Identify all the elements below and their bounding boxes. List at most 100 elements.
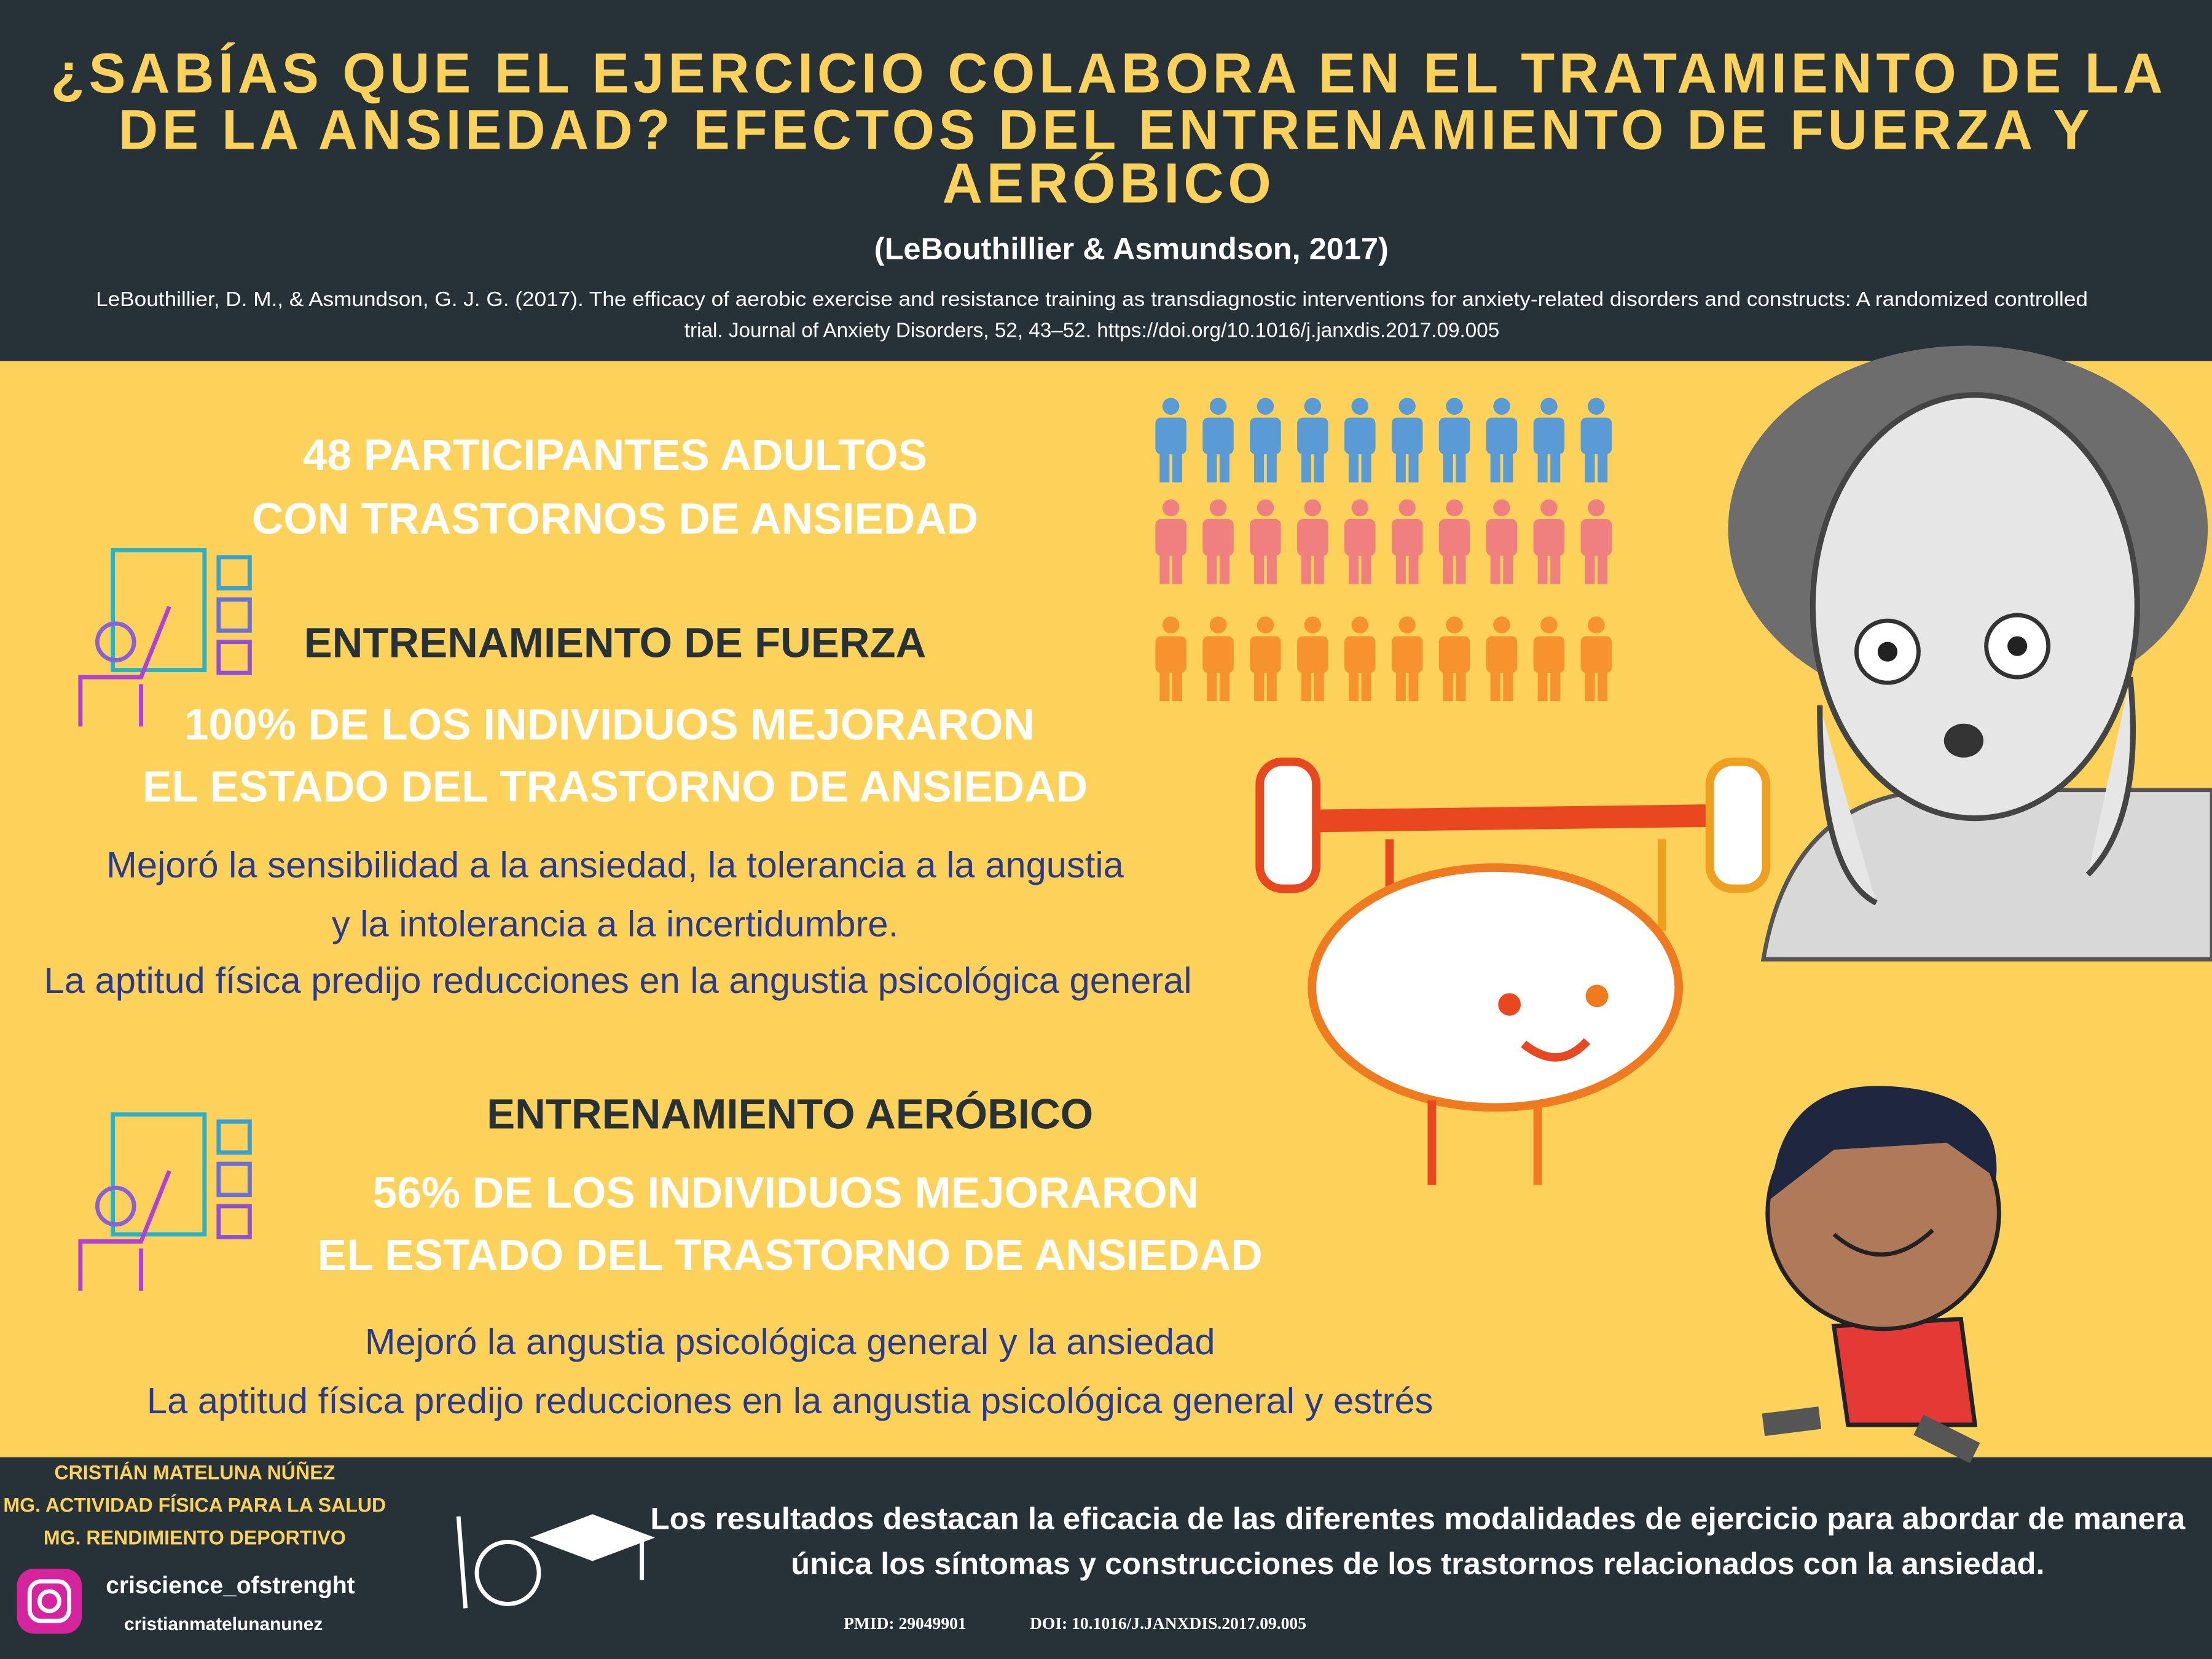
person-head: [1493, 616, 1510, 633]
title-line: AERÓBICO: [943, 152, 1276, 215]
person-head: [1304, 499, 1322, 517]
instagram-icon: [17, 1569, 82, 1634]
person-leg: [1301, 670, 1312, 702]
person-leg: [1490, 451, 1500, 483]
person-leg: [1266, 451, 1277, 483]
person-leg: [1408, 451, 1419, 483]
person-leg: [1395, 553, 1406, 584]
person-body: [1486, 417, 1518, 455]
title-line: ¿SABÍAS QUE EL EJERCICIO COLABORA EN EL …: [51, 42, 2167, 105]
person-leg: [1490, 553, 1500, 584]
person-body: [1297, 417, 1328, 455]
person-icon: [1391, 616, 1423, 702]
conclusion-line: Los resultados destacan la eficacia de l…: [650, 1500, 2186, 1535]
person-icon: [1533, 499, 1565, 584]
person-leg: [1456, 451, 1466, 483]
person-leg: [1219, 670, 1230, 702]
author-line: CRISTIÁN MATELUNA NÚÑEZ: [54, 1462, 335, 1484]
person-icon: [1580, 616, 1612, 702]
person-head: [1398, 616, 1416, 633]
person-icon: [1486, 616, 1518, 702]
person-body: [1155, 417, 1186, 455]
author-line: MG. ACTIVIDAD FÍSICA PARA LA SALUD: [3, 1494, 386, 1516]
author-line: MG. RENDIMIENTO DEPORTIVO: [44, 1526, 346, 1548]
strength-heading: ENTRENAMIENTO DE FUERZA: [304, 619, 927, 667]
person-body: [1391, 417, 1423, 455]
person-head: [1162, 398, 1180, 415]
person-leg: [1348, 670, 1359, 702]
person-icon: [1297, 499, 1328, 584]
person-icon: [1533, 616, 1565, 702]
person-leg: [1301, 451, 1312, 483]
person-body: [1580, 519, 1612, 556]
person-body: [1438, 519, 1470, 556]
person-body: [1250, 636, 1281, 673]
person-leg: [1159, 670, 1170, 702]
person-leg: [1503, 670, 1513, 702]
person-leg: [1585, 553, 1595, 584]
person-icon: [1297, 398, 1328, 483]
person-head: [1588, 616, 1605, 633]
person-leg: [1301, 553, 1312, 584]
person-head: [1257, 616, 1274, 633]
person-body: [1438, 417, 1470, 455]
person-head: [1398, 499, 1416, 517]
person-body: [1155, 519, 1186, 556]
person-leg: [1443, 670, 1453, 702]
strength-detail: y la intolerancia a la incertidumbre.: [332, 903, 898, 944]
person-icon: [1202, 616, 1234, 702]
person-icon: [1438, 398, 1470, 483]
people-grid: [1155, 398, 1612, 702]
person-body: [1250, 519, 1281, 556]
person-head: [1351, 398, 1369, 415]
person-leg: [1314, 553, 1324, 584]
person-head: [1493, 499, 1510, 517]
node: [216, 1161, 252, 1198]
person-leg: [1172, 670, 1182, 702]
person-head: [1493, 398, 1510, 415]
person-leg: [1254, 670, 1265, 702]
person-leg: [1207, 553, 1217, 584]
person-body: [1391, 636, 1423, 673]
person-body: [1533, 519, 1565, 556]
pmid: PMID: 29049901: [844, 1614, 967, 1633]
web-handle: cristianmatelunanunez: [124, 1614, 323, 1634]
person-icon: [1202, 499, 1234, 584]
person-icon: [1297, 616, 1328, 702]
strength-result: 100% DE LOS INDIVIDUOS MEJORARON: [184, 700, 1035, 749]
person-head: [1162, 499, 1180, 517]
person-head: [1162, 616, 1180, 633]
person-leg: [1503, 553, 1513, 584]
person-icon: [1486, 398, 1518, 483]
person-body: [1155, 636, 1186, 673]
person-body: [1533, 636, 1565, 673]
chart-icons: [78, 547, 252, 1291]
person-head: [1588, 398, 1605, 415]
reference-line: LeBouthillier, D. M., & Asmundson, G. J.…: [96, 288, 2088, 311]
person-icon: [1250, 398, 1281, 483]
person-body: [1580, 636, 1612, 673]
person-body: [1391, 519, 1423, 556]
person-head: [1446, 398, 1463, 415]
participants-line: CON TRASTORNOS DE ANSIEDAD: [252, 495, 978, 543]
strength-detail: Mejoró la sensibilidad a la ansiedad, la…: [106, 844, 1124, 885]
person-leg: [1266, 670, 1277, 702]
person-icon: [1533, 398, 1565, 483]
board: [111, 1112, 207, 1237]
person-leg: [1550, 670, 1561, 702]
person-head: [1588, 499, 1605, 517]
node: [216, 1204, 252, 1239]
presenter-body: [78, 1170, 171, 1291]
person-leg: [1207, 451, 1217, 483]
person-icon: [1250, 616, 1281, 702]
person-icon: [1391, 499, 1423, 584]
person-leg: [1408, 553, 1419, 584]
footer-band: [0, 1457, 2212, 1659]
brain-lifter: [1255, 757, 1771, 1185]
title-line: DE LA ANSIEDAD? EFECTOS DEL ENTRENAMIENT…: [119, 98, 2093, 161]
person-head: [1446, 499, 1463, 517]
person-leg: [1598, 553, 1608, 584]
person-body: [1297, 636, 1328, 673]
node: [216, 597, 252, 633]
